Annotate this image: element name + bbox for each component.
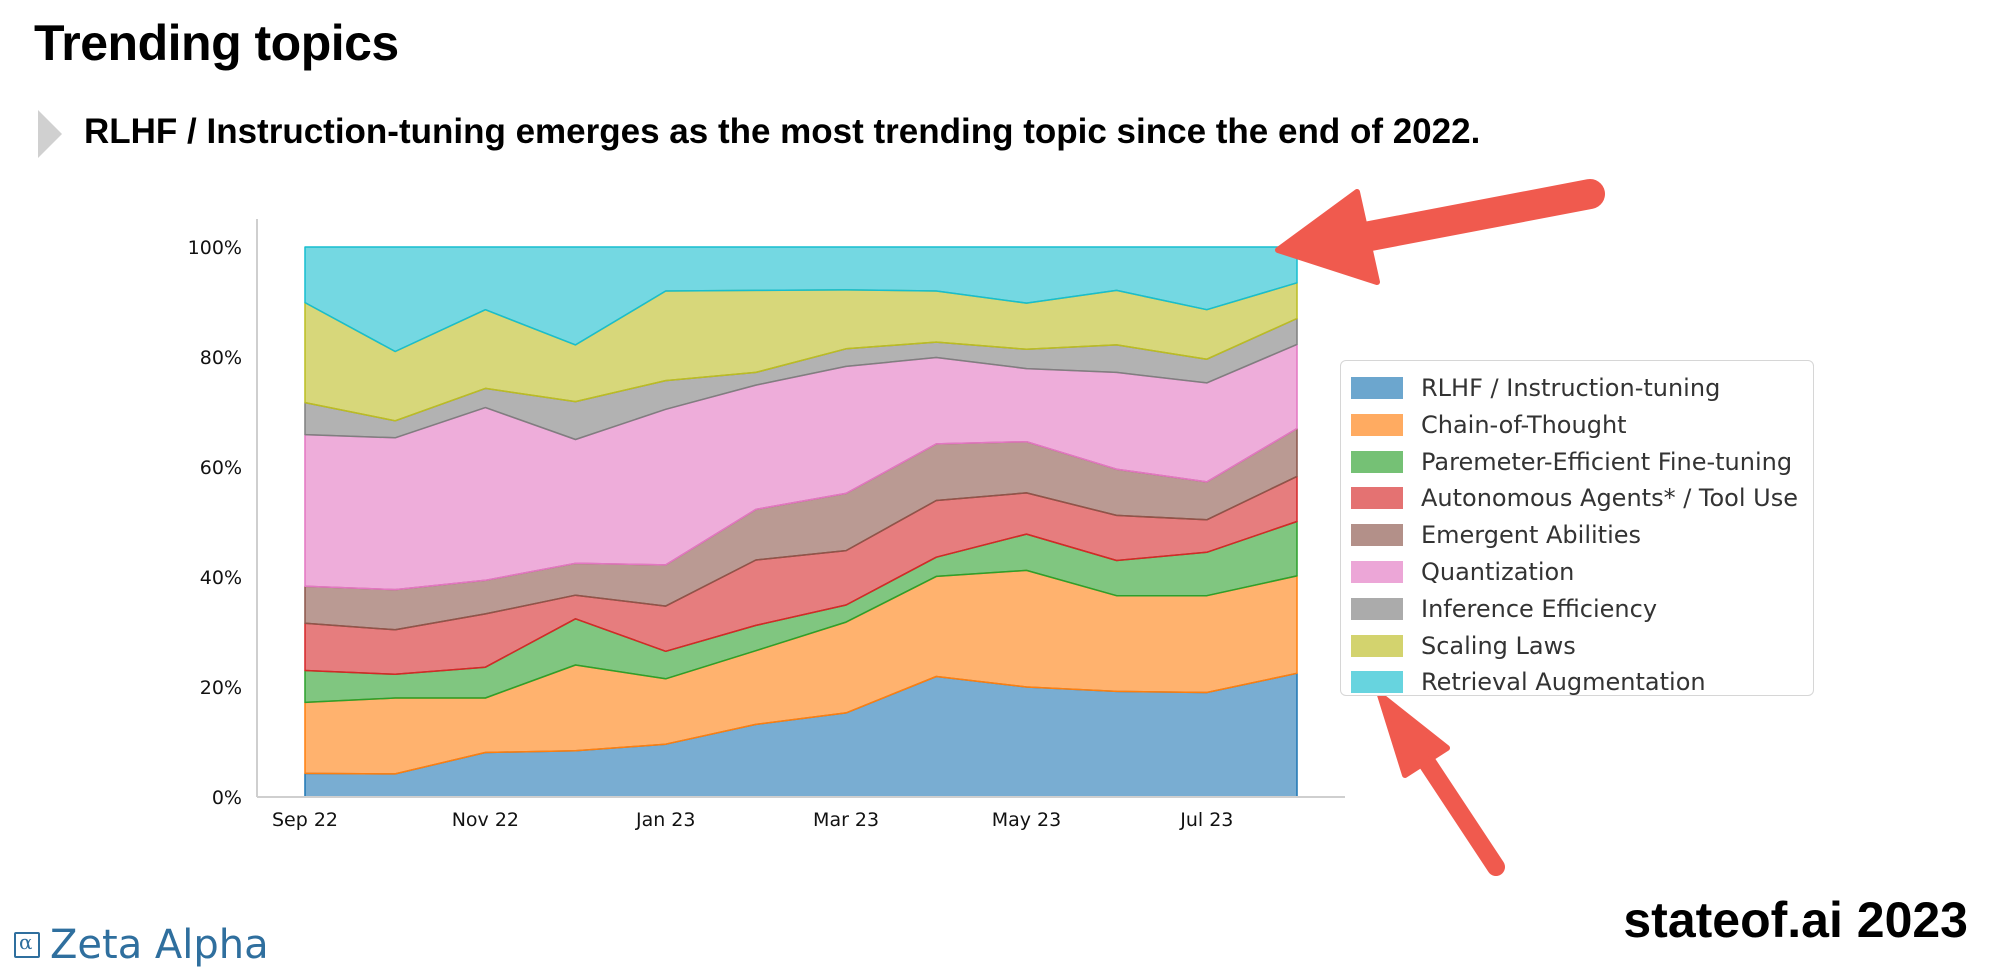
top-arrow-shaft — [1350, 179, 1605, 252]
legend-item: Quantization — [1351, 555, 1574, 589]
axes-layer — [256, 219, 1345, 798]
legend-swatch — [1351, 671, 1403, 694]
y-tick-label: 40% — [200, 567, 242, 589]
bottom-arrow-shaft — [1417, 752, 1505, 876]
top-arrow-head — [1275, 189, 1380, 285]
legend-item: Paremeter-Efficient Fine-tuning — [1351, 445, 1792, 479]
x-tick-label: Jan 23 — [635, 809, 696, 831]
annotation-arrows — [1275, 179, 1605, 876]
areas-layer — [304, 246, 1298, 798]
legend-label: Scaling Laws — [1421, 631, 1576, 660]
legend-item: RLHF / Instruction-tuning — [1351, 371, 1720, 405]
legend-swatch — [1351, 597, 1403, 620]
ticks-layer: 0% 20% 40% 60% 80% 100% Sep 22 Nov 22 Jan 23 Mar … — [188, 237, 1234, 831]
legend-label: Paremeter-Efficient Fine-tuning — [1421, 447, 1793, 476]
x-tick-label: Nov 22 — [452, 809, 519, 831]
legend-label: RLHF / Instruction-tuning — [1421, 374, 1721, 402]
legend-swatch — [1351, 524, 1403, 547]
legend-label: Quantization — [1421, 558, 1575, 586]
legend-swatch — [1351, 450, 1403, 473]
x-tick-label: Mar 23 — [813, 809, 879, 831]
legend-label: Retrieval Augmentation — [1421, 668, 1706, 697]
legend-label: Chain-of-Thought — [1421, 410, 1627, 439]
legend-item: Scaling Laws — [1351, 629, 1576, 663]
report-brand: stateof.ai 2023 — [1623, 892, 1968, 948]
zeta-alpha-logo: α Zeta Alpha — [14, 922, 269, 968]
legend-label: Emergent Abilities — [1421, 521, 1642, 550]
legend-item: Autonomous Agents* / Tool Use — [1351, 481, 1798, 515]
y-tick-label: 60% — [200, 457, 242, 479]
legend-item: Inference Efficiency — [1351, 592, 1657, 626]
x-tick-label: Jul 23 — [1179, 809, 1233, 831]
chart-legend: RLHF / Instruction-tuning Chain-of-Though… — [1340, 360, 1814, 696]
bottom-arrow-head — [1377, 692, 1450, 778]
brand-name: Zeta Alpha — [50, 922, 269, 968]
bullet-triangle-icon — [38, 110, 62, 158]
page-title: Trending topics — [34, 15, 399, 71]
zeta-alpha-logo-icon: α — [14, 930, 40, 958]
y-tick-label: 100% — [188, 237, 242, 259]
y-tick-label: 80% — [200, 347, 242, 369]
legend-swatch — [1351, 634, 1403, 657]
legend-swatch — [1351, 487, 1403, 510]
x-tick-label: May 23 — [992, 809, 1062, 831]
legend-swatch — [1351, 561, 1403, 583]
legend-item: Chain-of-Thought — [1351, 408, 1627, 442]
legend-swatch — [1351, 377, 1403, 399]
legend-item: Emergent Abilities — [1351, 518, 1641, 552]
y-tick-label: 0% — [212, 787, 242, 809]
subtitle: RLHF / Instruction-tuning emerges as the… — [84, 112, 1481, 151]
area-retrieval-augmentation — [304, 246, 1298, 353]
y-tick-label: 20% — [200, 677, 242, 699]
legend-item: Retrieval Augmentation — [1351, 665, 1706, 699]
x-tick-label: Sep 22 — [272, 809, 338, 831]
legend-label: Inference Efficiency — [1421, 594, 1658, 623]
legend-label: Autonomous Agents* / Tool Use — [1421, 484, 1798, 513]
legend-swatch — [1351, 413, 1403, 436]
